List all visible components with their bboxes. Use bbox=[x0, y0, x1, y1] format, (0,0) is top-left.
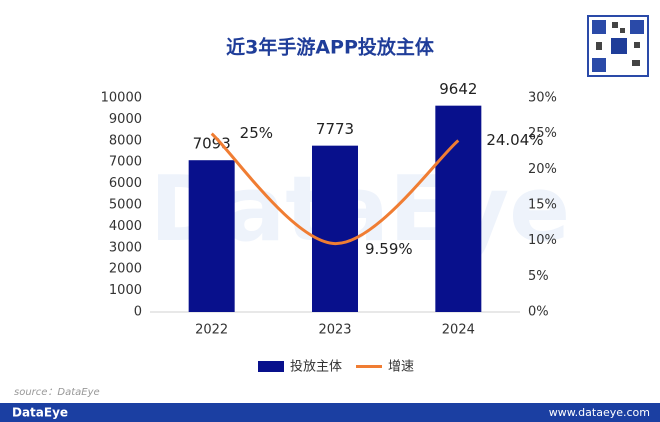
y2-tick-label: 30% bbox=[528, 91, 557, 106]
y-tick-label: 6000 bbox=[109, 176, 142, 191]
bar-value-label: 7093 bbox=[193, 135, 231, 153]
bar-value-label: 9642 bbox=[439, 80, 477, 98]
y-tick-label: 7000 bbox=[109, 155, 142, 170]
line-value-label: 25% bbox=[240, 124, 273, 142]
y-tick-label: 4000 bbox=[109, 219, 142, 234]
qr-code bbox=[587, 15, 649, 77]
y2-tick-label: 25% bbox=[528, 126, 557, 141]
y-tick-label: 3000 bbox=[109, 240, 142, 255]
legend-label: 增速 bbox=[388, 360, 414, 375]
y-tick-label: 2000 bbox=[109, 262, 142, 277]
footer-brand: DataEye bbox=[12, 406, 68, 420]
chart-title: 近3年手游APP投放主体 bbox=[226, 36, 435, 59]
x-tick-label: 2024 bbox=[442, 323, 475, 338]
legend-swatch bbox=[258, 361, 284, 372]
bar bbox=[312, 145, 358, 312]
y2-tick-label: 5% bbox=[528, 269, 549, 284]
footer-url: www.dataeye.com bbox=[549, 406, 650, 419]
bar bbox=[188, 160, 235, 312]
line bbox=[210, 132, 460, 246]
line-value-label: 24.04% bbox=[486, 131, 543, 149]
y-tick-label: 8000 bbox=[109, 133, 142, 148]
y-tick-label: 9000 bbox=[109, 112, 142, 127]
y-tick-label: 1000 bbox=[109, 283, 142, 298]
y-tick-label: 5000 bbox=[109, 198, 142, 213]
x-tick-label: 2022 bbox=[195, 323, 228, 338]
source: source：DataEye bbox=[14, 387, 100, 398]
x-tick-label: 2023 bbox=[318, 323, 351, 338]
y2-tick-label: 20% bbox=[528, 162, 557, 177]
y2-tick-label: 10% bbox=[528, 233, 557, 248]
bar bbox=[435, 105, 482, 313]
bar-value-label: 7773 bbox=[316, 120, 354, 138]
y2-tick-label: 0% bbox=[528, 305, 549, 320]
line-value-label: 9.59% bbox=[365, 240, 413, 258]
y2-tick-label: 15% bbox=[528, 198, 557, 213]
legend-label: 投放主体 bbox=[290, 359, 342, 375]
y-tick-label: 0 bbox=[134, 305, 142, 320]
y-tick-label: 10000 bbox=[101, 91, 142, 106]
footer-bar bbox=[0, 403, 660, 422]
